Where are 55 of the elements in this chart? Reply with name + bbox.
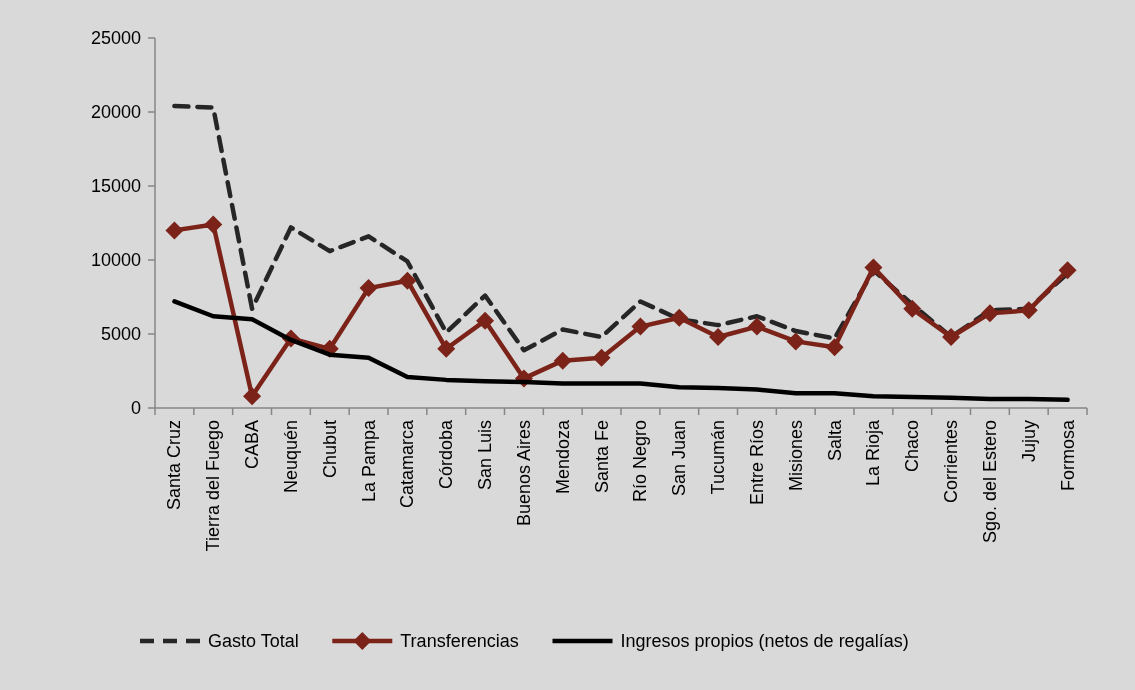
point <box>980 304 999 323</box>
point <box>243 387 262 406</box>
x-tick-label: Formosa <box>1057 419 1078 492</box>
x-tick-label: Corrientes <box>941 420 962 504</box>
point <box>398 271 417 290</box>
x-tick-label: Jujuy <box>1018 420 1039 463</box>
x-tick-label: La Rioja <box>863 419 884 487</box>
x-tick-label: Entre Ríos <box>746 420 767 506</box>
point <box>670 308 689 327</box>
point <box>1058 261 1077 280</box>
point <box>204 215 223 234</box>
line-series <box>172 299 1070 403</box>
x-tick-label: Tucumán <box>708 420 729 495</box>
x-tick-label: Salta <box>824 419 845 462</box>
y-tick-label: 15000 <box>90 176 141 197</box>
x-tick-label: Santa Cruz <box>164 420 185 511</box>
x-tick-label: Misiones <box>785 420 806 492</box>
x-tick-label: Mendoza <box>552 419 573 495</box>
legend-label: Ingresos propios (netos de regalías) <box>620 631 909 651</box>
x-tick-label: CABA <box>242 420 263 470</box>
x-tick-label: Catamarca <box>397 419 418 509</box>
x-tick-label: Río Negro <box>630 420 651 503</box>
point <box>942 327 961 346</box>
x-tick-label: San Juan <box>669 420 690 497</box>
y-tick-label: 20000 <box>90 102 141 123</box>
y-tick-label: 5000 <box>100 324 141 345</box>
point <box>437 339 456 358</box>
point <box>476 311 495 330</box>
y-tick-label: 25000 <box>90 28 141 49</box>
x-tick-label: Sgo. del Estero <box>979 420 1000 544</box>
point <box>709 327 728 346</box>
x-tick-label: San Luis <box>475 420 496 491</box>
x-tick-label: Buenos Aires <box>513 420 534 527</box>
x-tick-label: Tierra del Fuego <box>203 420 224 552</box>
point <box>359 279 378 298</box>
x-tick-label: Córdoba <box>436 419 457 490</box>
x-tick-label: Neuquén <box>280 420 301 494</box>
legend-label: Gasto Total <box>208 631 299 651</box>
point <box>747 317 766 336</box>
legend-label: Transferencias <box>400 631 519 651</box>
x-tick-label: Santa Fe <box>591 420 612 494</box>
point <box>592 348 611 367</box>
point <box>903 299 922 318</box>
point <box>553 351 572 370</box>
point <box>1019 301 1038 320</box>
point <box>825 338 844 357</box>
x-tick-label: Chaco <box>902 420 923 473</box>
x-tick-label: La Pampa <box>358 419 379 503</box>
point <box>864 258 883 277</box>
point <box>165 221 184 240</box>
point <box>631 317 650 336</box>
y-tick-label: 10000 <box>90 250 141 271</box>
x-tick-label: Chubut <box>319 420 340 479</box>
point <box>786 332 805 351</box>
y-tick-label: 0 <box>130 398 141 419</box>
